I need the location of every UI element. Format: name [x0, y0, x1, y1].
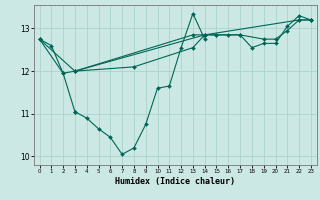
X-axis label: Humidex (Indice chaleur): Humidex (Indice chaleur) [115, 177, 235, 186]
